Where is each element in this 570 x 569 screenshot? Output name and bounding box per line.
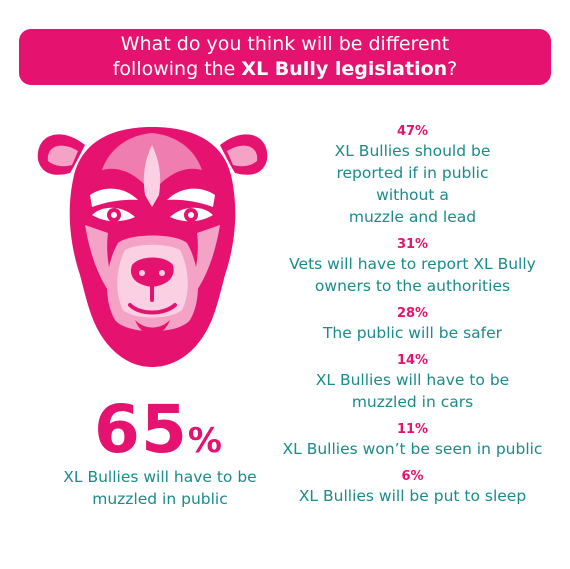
stat-line: owners to the authorities (314, 277, 511, 295)
stat-line: XL Bullies will be put to sleep (298, 487, 527, 505)
title-line-2-bold: XL Bully legislation (241, 58, 448, 80)
headline-number: 65 (94, 391, 188, 468)
stat-percent: 28% (396, 306, 429, 321)
title-banner: What do you think will be different foll… (19, 29, 551, 85)
stat-line: XL Bullies won’t be seen in public (282, 440, 543, 458)
stat-line: The public will be safer (322, 324, 503, 342)
stat-item: 6% XL Bullies will be put to sleep (270, 468, 555, 507)
stat-line: reported if in public (336, 164, 489, 182)
headline-label: XL Bullies will have to be muzzled in pu… (63, 468, 257, 508)
stat-percent: 31% (396, 237, 429, 252)
stat-percent: 47% (396, 124, 429, 139)
stat-percent: 14% (396, 353, 429, 368)
stat-line: XL Bullies should be (334, 142, 491, 160)
stat-line: Vets will have to report XL Bully (289, 255, 536, 273)
stat-item: 28% The public will be safer (270, 305, 555, 344)
stat-item: 31% Vets will have to report XL Bully ow… (270, 236, 555, 297)
stat-item: 47% XL Bullies should be reported if in … (270, 123, 555, 228)
stat-percent: 11% (396, 422, 429, 437)
dog-head-illustration (37, 127, 268, 367)
stat-item: 14% XL Bullies will have to be muzzled i… (270, 352, 555, 413)
headline-unit: % (187, 421, 222, 461)
stat-percent: 6% (401, 469, 424, 484)
stats-list: 47% XL Bullies should be reported if in … (270, 123, 555, 515)
stat-line: muzzle and lead (348, 208, 477, 226)
title-line-1: What do you think will be different (120, 33, 450, 55)
stat-line: muzzled in cars (351, 393, 474, 411)
headline-stat: 65% (28, 395, 288, 465)
stat-line: without a (376, 186, 449, 204)
title-line-2-prefix: following the (112, 58, 242, 80)
title-line-2-suffix: ? (447, 58, 458, 80)
stat-item: 11% XL Bullies won’t be seen in public (270, 421, 555, 460)
stat-line: XL Bullies will have to be (315, 371, 510, 389)
title-line-2: following the XL Bully legislation? (19, 57, 551, 82)
